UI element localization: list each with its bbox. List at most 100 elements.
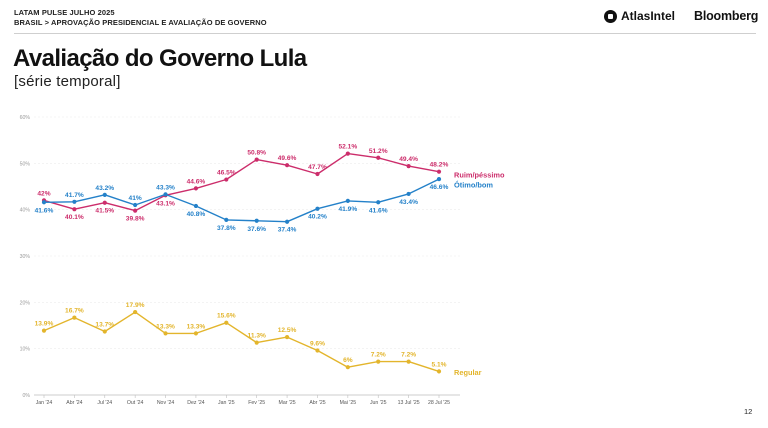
atlasintel-logo-text: AtlasIntel xyxy=(621,9,676,23)
data-label: 7.2% xyxy=(371,352,386,359)
y-tick-label: 20% xyxy=(20,300,31,306)
data-point xyxy=(345,151,350,156)
data-point xyxy=(315,171,320,177)
data-label: 41.9% xyxy=(338,206,357,213)
series-line-2 xyxy=(43,311,440,373)
data-point xyxy=(376,155,381,160)
data-point xyxy=(41,200,47,205)
data-point xyxy=(406,359,411,364)
data-label: 44.6% xyxy=(187,178,206,185)
y-tick-label: 10% xyxy=(20,347,31,353)
data-point xyxy=(254,157,259,162)
data-point xyxy=(284,219,290,224)
data-point xyxy=(133,202,138,208)
data-label: 46.6% xyxy=(430,184,449,191)
data-label: 13.7% xyxy=(95,322,114,329)
data-point xyxy=(72,315,77,320)
data-point xyxy=(376,200,381,205)
data-label: 41.7% xyxy=(65,192,84,199)
data-label: 13.9% xyxy=(35,321,54,328)
data-label: 37.4% xyxy=(278,227,297,234)
data-label: 41.6% xyxy=(35,207,54,214)
x-tick-label: Fev '25 xyxy=(248,400,265,406)
data-point xyxy=(436,169,442,174)
data-point xyxy=(224,177,229,182)
x-tick-label: Jul '24 xyxy=(97,400,112,406)
data-point xyxy=(193,331,199,336)
header-divider xyxy=(14,33,756,34)
data-label: 43.3% xyxy=(156,184,175,191)
data-point xyxy=(436,369,442,374)
data-point xyxy=(72,199,77,204)
data-point xyxy=(345,365,350,370)
x-tick-label: Jan '25 xyxy=(218,400,235,406)
data-label: 5.1% xyxy=(431,361,446,368)
data-point xyxy=(133,309,138,315)
data-label: 7.2% xyxy=(401,352,416,359)
data-label: 42% xyxy=(37,190,50,197)
data-label: 13.3% xyxy=(156,323,175,330)
data-label: 52.1% xyxy=(338,144,357,151)
data-point xyxy=(284,163,290,168)
data-point xyxy=(224,320,229,325)
data-label: 37.6% xyxy=(247,226,266,233)
data-label: 50.8% xyxy=(247,150,266,157)
x-tick-label: Jan '24 xyxy=(36,400,53,406)
data-point xyxy=(284,334,290,340)
data-label: 47.7% xyxy=(308,164,327,171)
x-tick-label: 28 Jul '25 xyxy=(428,400,450,406)
y-tick-label: 50% xyxy=(20,161,31,167)
data-point xyxy=(193,186,199,191)
x-tick-label: Out '24 xyxy=(127,400,144,406)
data-point xyxy=(254,340,259,345)
data-label: 17.9% xyxy=(126,302,145,309)
data-label: 11.3% xyxy=(248,333,266,340)
y-tick-label: 30% xyxy=(20,254,31,260)
data-point xyxy=(254,218,259,223)
bloomberg-logo: Bloomberg xyxy=(694,9,759,23)
data-point xyxy=(406,164,411,169)
data-label: 41% xyxy=(129,195,142,202)
data-point xyxy=(345,198,350,203)
data-label: 46.5% xyxy=(217,170,236,177)
data-point xyxy=(72,207,77,212)
data-point xyxy=(102,192,107,197)
data-label: 43.1% xyxy=(156,200,175,207)
data-label: 15.6% xyxy=(217,313,236,320)
data-label: 51.2% xyxy=(369,148,388,155)
data-label: 9.6% xyxy=(310,341,325,348)
page-number: 12 xyxy=(744,407,753,416)
data-label: 49.4% xyxy=(399,156,418,163)
data-label: 40.1% xyxy=(65,214,84,221)
data-label: 13.3% xyxy=(187,323,206,330)
series-line-0 xyxy=(43,152,440,212)
x-tick-label: Abr '25 xyxy=(309,400,325,406)
y-tick-label: 40% xyxy=(20,208,31,214)
report-header: LATAM PULSE JULHO 2025 BRASIL > APROVAÇÃ… xyxy=(0,0,768,34)
x-tick-label: 13 Jul '25 xyxy=(398,400,420,406)
x-tick-label: Abr '24 xyxy=(66,400,82,406)
data-label: 43.4% xyxy=(399,199,418,206)
data-point xyxy=(376,359,381,364)
data-label: 6% xyxy=(343,357,353,364)
data-point xyxy=(315,206,320,211)
y-tick-label: 0% xyxy=(23,393,31,399)
page-subtitle: [série temporal] xyxy=(14,73,121,90)
legend-entry: Ótimo/bom xyxy=(454,181,493,190)
data-label: 39.8% xyxy=(126,216,145,223)
data-point xyxy=(133,208,138,213)
y-tick-label: 60% xyxy=(20,115,31,121)
data-point xyxy=(193,203,199,209)
x-tick-label: Mar '25 xyxy=(279,400,296,406)
data-label: 37.8% xyxy=(217,225,236,232)
data-label: 41.6% xyxy=(369,207,388,214)
data-point xyxy=(436,176,442,182)
page-title: Avaliação do Governo Lula xyxy=(13,45,307,72)
breadcrumb: BRASIL > APROVAÇÃO PRESIDENCIAL E AVALIA… xyxy=(14,18,267,27)
data-point xyxy=(224,217,229,222)
data-label: 48.2% xyxy=(430,162,449,169)
data-label: 41.5% xyxy=(95,208,114,215)
legend-entry: Regular xyxy=(454,368,482,377)
legend-entry: Ruim/péssimo xyxy=(454,170,505,179)
